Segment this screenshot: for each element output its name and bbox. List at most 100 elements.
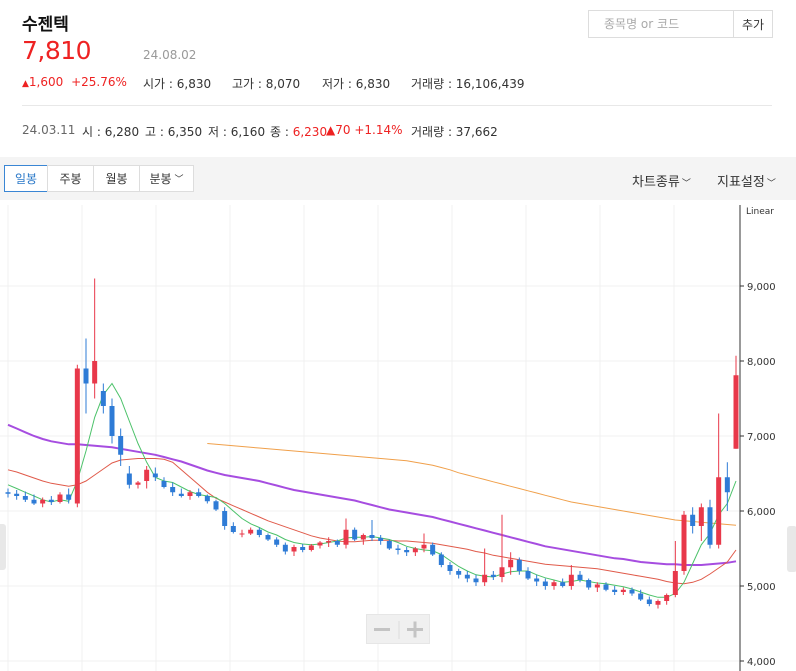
hover-high: 고 : 6,350 — [145, 125, 203, 139]
tab-weekly[interactable]: 주봉 — [47, 165, 94, 192]
candle — [291, 547, 297, 552]
candle — [265, 535, 271, 540]
candle — [196, 492, 202, 496]
candle — [430, 544, 436, 555]
candlestick-chart[interactable]: Linear 9,000 8,000 7,000 6,000 5,000 4,000 — [0, 205, 796, 671]
y-tick-label: 7,000 — [747, 432, 776, 443]
hover-low-value: 6,160 — [230, 125, 266, 139]
volume-value: 16,106,439 — [455, 77, 525, 91]
hover-close-label: 종 — [270, 125, 282, 139]
candle — [603, 584, 609, 590]
candle — [352, 529, 358, 540]
candle — [542, 581, 548, 586]
candle — [256, 529, 262, 535]
chart-grid — [0, 205, 740, 671]
y-tick-label: 5,000 — [747, 582, 776, 593]
divider — [22, 105, 772, 106]
candle — [170, 487, 176, 493]
y-tick-label: 4,000 — [747, 657, 776, 668]
candle — [490, 574, 496, 577]
indicator-menu[interactable]: 지표설정 ﹀ — [717, 171, 776, 190]
candle — [92, 361, 98, 384]
change-percent: +25.76% — [71, 75, 127, 89]
volume-stat: 거래량 : 16,106,439 — [411, 77, 525, 91]
up-arrow-icon: ▲ — [22, 79, 29, 89]
candle — [586, 580, 592, 588]
candle — [66, 494, 72, 500]
chart-area[interactable]: Linear 9,000 8,000 7,000 6,000 5,000 4,000 — [0, 205, 796, 671]
hover-high-value: 6,350 — [167, 125, 203, 139]
candle — [551, 582, 557, 586]
candle — [447, 565, 453, 571]
candle — [14, 493, 20, 496]
candle — [395, 548, 401, 550]
low-stat: 저가 : 6,830 — [322, 77, 391, 91]
candle — [144, 469, 150, 481]
candle — [733, 375, 739, 449]
price-change: ▲1,600 +25.76% — [22, 75, 127, 89]
candle — [100, 391, 106, 406]
ma5-line — [7, 382, 737, 598]
candle — [638, 593, 644, 600]
candle — [456, 571, 462, 575]
candle — [438, 554, 444, 565]
candle — [404, 550, 410, 553]
hover-volume-label: 거래량 — [411, 125, 445, 139]
moving-average-lines — [7, 382, 737, 598]
hover-change-value: ▲70 — [326, 123, 351, 137]
change-value: 1,600 — [28, 75, 64, 89]
candle — [421, 544, 427, 549]
chevron-down-icon: ﹀ — [681, 179, 691, 189]
candle — [109, 406, 115, 436]
tab-minute[interactable]: 분봉 ﹀ — [139, 165, 194, 192]
right-scroll-handle[interactable] — [787, 526, 796, 572]
high-value: 8,070 — [265, 77, 301, 91]
ma120-line — [207, 443, 737, 526]
tab-daily[interactable]: 일봉 — [4, 165, 48, 192]
candle — [369, 535, 375, 538]
candle — [707, 507, 713, 545]
candle — [698, 507, 704, 526]
chart-type-label: 차트종류 — [632, 175, 680, 190]
candle — [300, 547, 306, 550]
candle — [560, 582, 566, 586]
candle — [152, 473, 158, 478]
hover-volume: 거래량 : 37,662 — [411, 125, 498, 139]
hover-open-label: 시 — [82, 125, 94, 139]
candle — [568, 574, 574, 586]
candle — [343, 529, 349, 545]
low-value: 6,830 — [355, 77, 391, 91]
zoom-control — [366, 614, 430, 644]
tab-monthly[interactable]: 월봉 — [93, 165, 140, 192]
candle — [672, 571, 678, 595]
candle — [378, 538, 384, 541]
candle — [118, 436, 124, 455]
hover-change-percent: +1.14% — [354, 123, 403, 137]
search-input[interactable] — [589, 11, 733, 37]
add-button[interactable]: 추가 — [733, 10, 773, 38]
candle — [282, 544, 288, 552]
candle — [594, 584, 600, 588]
candle — [681, 514, 687, 571]
open-stat: 시가 : 6,830 — [143, 77, 212, 91]
left-scroll-handle[interactable] — [0, 524, 6, 570]
candle — [664, 595, 670, 601]
search-box — [588, 10, 734, 38]
candle — [187, 492, 193, 496]
hover-close: 종 : 6,230 — [270, 125, 328, 139]
open-label: 시가 — [143, 77, 166, 91]
candle — [239, 533, 245, 535]
candle — [724, 477, 730, 493]
hover-open: 시 : 6,280 — [82, 125, 140, 139]
candle — [716, 477, 722, 545]
hover-low-label: 저 — [208, 125, 220, 139]
hover-open-value: 6,280 — [104, 125, 140, 139]
open-value: 6,830 — [176, 77, 212, 91]
chart-type-menu[interactable]: 차트종류 ﹀ — [632, 171, 691, 190]
candle — [334, 541, 340, 545]
chevron-down-icon: ﹀ — [766, 179, 776, 189]
candle — [412, 548, 418, 553]
candle — [473, 578, 479, 583]
indicator-label: 지표설정 — [717, 175, 765, 190]
hover-low: 저 : 6,160 — [208, 125, 266, 139]
